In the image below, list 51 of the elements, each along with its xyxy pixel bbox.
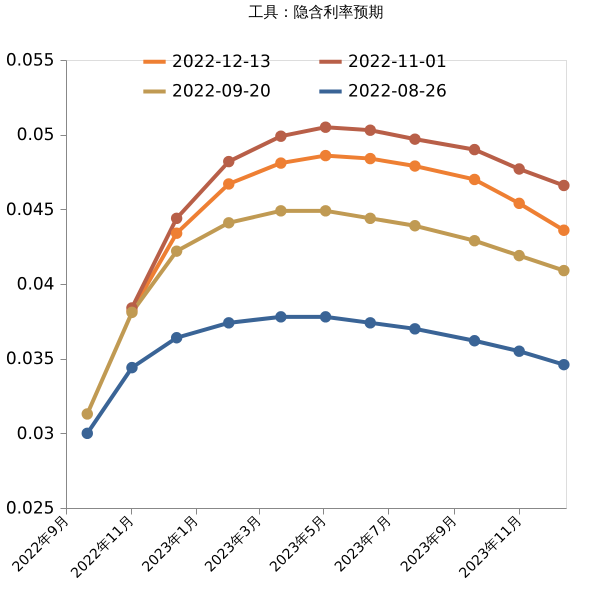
legend-label: 2022-12-13: [172, 52, 271, 72]
y-tick-label: 0.055: [6, 50, 54, 70]
point: [409, 160, 421, 172]
point: [468, 235, 480, 246]
y-tick-label: 0.04: [16, 274, 54, 294]
point: [468, 335, 480, 346]
point: [170, 212, 182, 224]
point: [223, 317, 234, 329]
point: [558, 358, 570, 370]
point: [558, 180, 570, 192]
point: [409, 220, 421, 232]
point: [275, 311, 287, 323]
point: [170, 228, 182, 239]
point: [513, 198, 525, 210]
point: [468, 174, 480, 186]
legend-label: 2022-08-26: [348, 82, 447, 102]
point: [364, 212, 376, 224]
point: [320, 205, 332, 217]
point: [170, 332, 182, 344]
point: [320, 311, 332, 323]
point: [223, 178, 234, 190]
y-tick-label: 0.025: [6, 498, 54, 518]
point: [320, 122, 332, 133]
point: [82, 428, 93, 440]
y-tick-label: 0.05: [16, 125, 54, 146]
point: [275, 205, 287, 217]
point: [364, 124, 376, 136]
point: [275, 130, 287, 142]
point: [513, 163, 525, 175]
y-tick-label: 0.045: [6, 200, 54, 220]
point: [468, 144, 480, 156]
point: [513, 250, 525, 262]
point: [409, 133, 421, 145]
legend-label: 2022-09-20: [172, 82, 271, 102]
y-tick-label: 0.03: [16, 424, 54, 444]
point: [364, 317, 376, 329]
chart-title: 工具：隐含利率预期: [248, 3, 384, 21]
point: [223, 156, 234, 168]
point: [275, 157, 287, 169]
point: [126, 362, 138, 374]
point: [170, 245, 182, 257]
point: [320, 150, 332, 162]
point: [82, 408, 93, 420]
point: [558, 224, 570, 236]
point: [409, 323, 421, 334]
y-tick-label: 0.035: [6, 349, 54, 370]
point: [364, 152, 376, 164]
point: [513, 346, 525, 357]
point: [558, 264, 570, 276]
legend-label: 2022-11-01: [348, 52, 447, 72]
point: [223, 217, 234, 228]
